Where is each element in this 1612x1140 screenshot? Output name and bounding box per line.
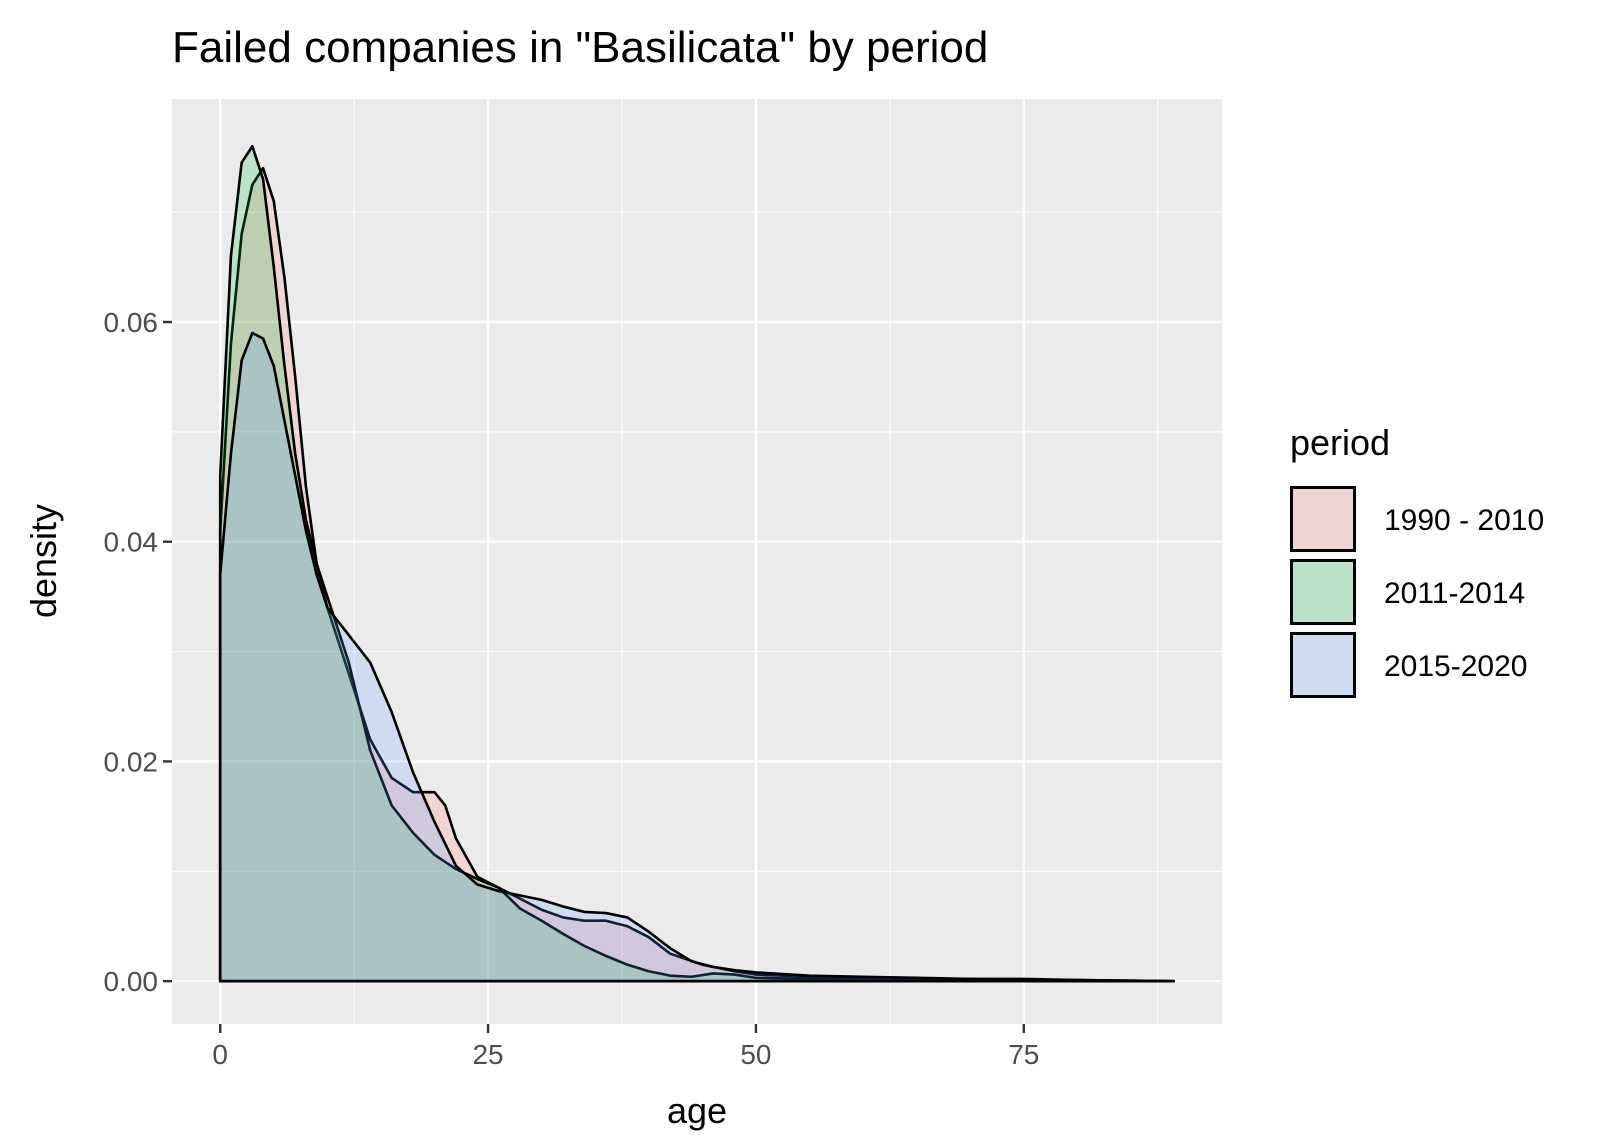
density-area-2011-2014	[218, 144, 1176, 983]
y-tick-label: 0.00	[104, 966, 159, 997]
legend: period 1990 - 2010 2011-2014 2015-2020	[1290, 422, 1544, 698]
x-axis: 0 25 50 75	[212, 1024, 1039, 1070]
legend-key	[1290, 559, 1356, 625]
major-gridlines	[172, 99, 1222, 1024]
legend-key	[1290, 486, 1356, 552]
legend-key	[1290, 632, 1356, 698]
y-axis-title: density	[23, 504, 64, 618]
density-areas	[218, 144, 1176, 983]
legend-key-background	[1290, 486, 1356, 552]
x-tick-label: 25	[472, 1039, 503, 1070]
minor-gridlines	[172, 99, 1222, 1024]
legend-key-background	[1290, 559, 1356, 625]
x-tick-label: 50	[740, 1039, 771, 1070]
y-axis: 0.00 0.02 0.04 0.06	[104, 307, 172, 997]
plot-panel	[172, 99, 1222, 1024]
y-tick-label: 0.06	[104, 307, 159, 338]
x-tick-label: 75	[1008, 1039, 1039, 1070]
x-axis-title: age	[667, 1090, 727, 1131]
legend-label: 1990 - 2010	[1384, 504, 1544, 537]
y-tick-label: 0.02	[104, 746, 159, 777]
legend-title: period	[1290, 422, 1390, 463]
chart-title: Failed companies in "Basilicata" by peri…	[172, 23, 988, 72]
legend-label: 2011-2014	[1384, 577, 1525, 610]
density-area-2015-2020	[218, 331, 1176, 983]
legend-label: 2015-2020	[1384, 650, 1527, 683]
x-tick-label: 0	[212, 1039, 228, 1070]
legend-key-background	[1290, 632, 1356, 698]
y-tick-label: 0.04	[104, 527, 159, 558]
